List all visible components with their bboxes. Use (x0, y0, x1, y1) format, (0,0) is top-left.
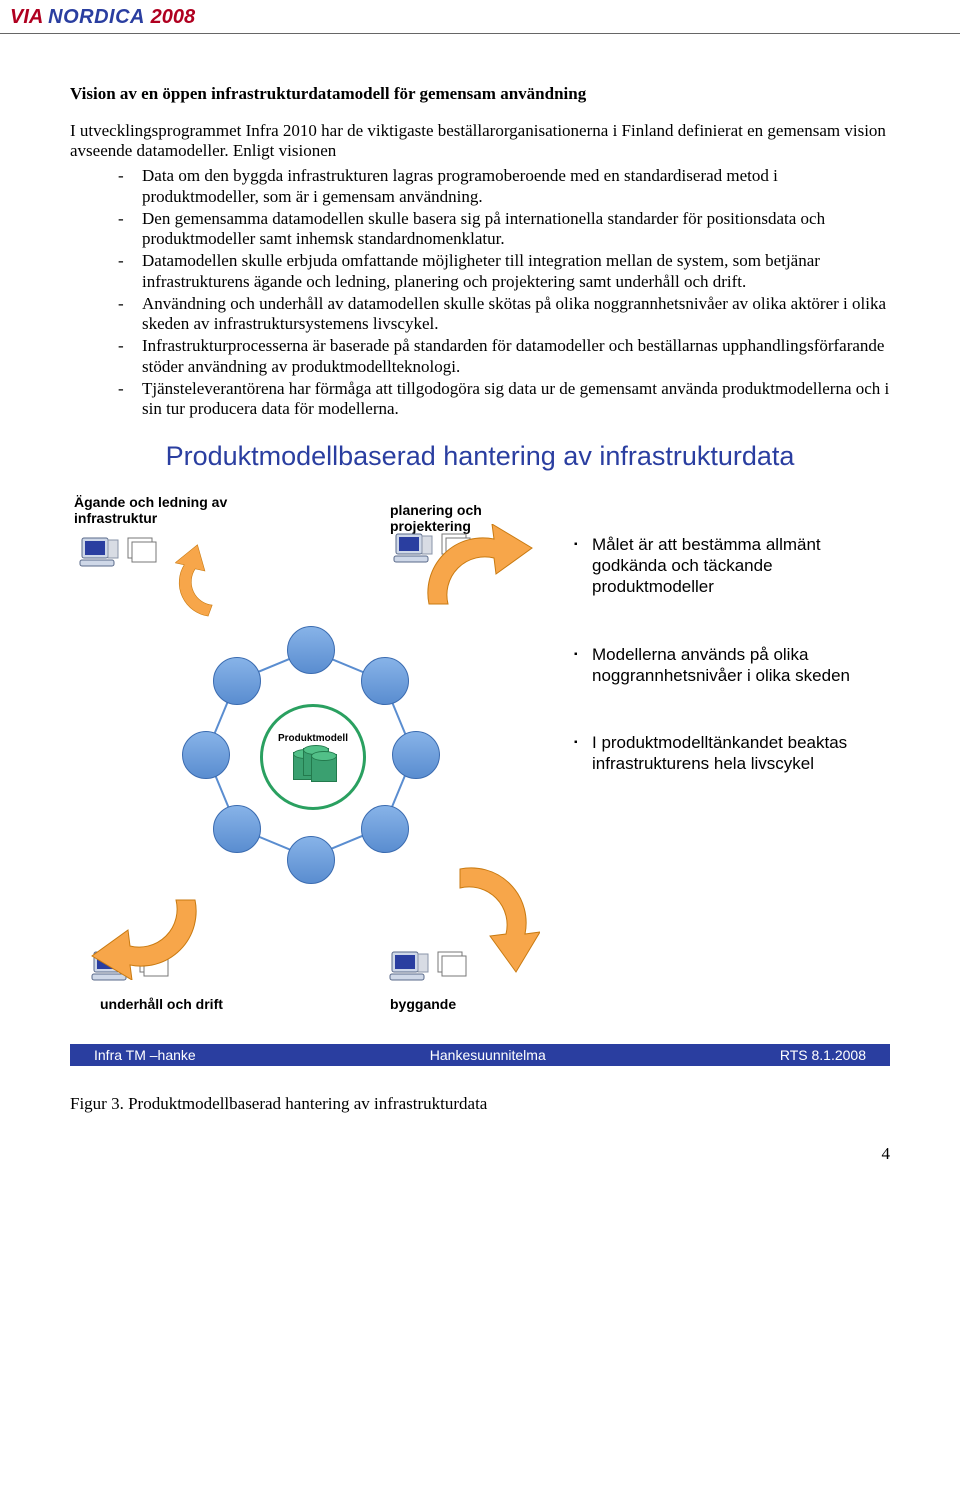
figure-caption: Figur 3. Produktmodellbaserad hantering … (0, 1066, 960, 1114)
footer-right: RTS 8.1.2008 (780, 1047, 866, 1063)
cycle-arrow-icon (159, 532, 262, 635)
computer-icon (78, 536, 120, 572)
center-core-label: Produktmodell (278, 733, 348, 744)
diagram-side-bullets: ▪Målet är att bestämma allmänt godkända … (570, 494, 890, 821)
vision-bullet: Den gemensamma datamodellen skulle baser… (118, 209, 890, 250)
vision-bullet: Tjänsteleverantörena har förmåga att til… (118, 379, 890, 420)
ring-node (287, 836, 335, 884)
corner-label-bl: underhåll och drift (100, 996, 260, 1012)
logo-via: VIA (10, 6, 43, 28)
side-bullet-text: Modellerna används på olika noggrannhets… (592, 644, 890, 687)
vision-bullet: Användning och underhåll av datamodellen… (118, 294, 890, 335)
vision-bullet: Datamodellen skulle erbjuda omfattande m… (118, 251, 890, 292)
ring-node (287, 626, 335, 674)
ring-node (213, 657, 261, 705)
ring-node (213, 805, 261, 853)
diagram-title: Produktmodellbaserad hantering av infras… (70, 440, 890, 474)
center-core: Produktmodell (260, 704, 366, 810)
intro-paragraph: I utvecklingsprogrammet Infra 2010 har d… (70, 121, 890, 162)
corner-label-br: byggande (390, 996, 510, 1012)
logo: VIA NORDICA 2008 (10, 6, 195, 28)
cycle-diagram: Ägande och ledning av infrastruktur plan… (70, 494, 570, 1014)
ring-node (361, 657, 409, 705)
slide-footer-bar: Infra TM –hanke Hankesuunnitelma RTS 8.1… (70, 1044, 890, 1066)
footer-center: Hankesuunnitelma (430, 1047, 546, 1063)
ring-node (361, 805, 409, 853)
corner-icons-tl (78, 536, 158, 572)
vision-bullet: Infrastrukturprocesserna är baserade på … (118, 336, 890, 377)
footer-left: Infra TM –hanke (94, 1047, 196, 1063)
cylinder-stack-icon (293, 746, 333, 780)
side-bullet: ▪Modellerna används på olika noggrannhet… (574, 644, 890, 687)
logo-nordica: NORDICA (48, 6, 145, 28)
document-icon (126, 536, 158, 564)
vision-bullet-list: Data om den byggda infrastrukturen lagra… (70, 166, 890, 420)
side-bullet: ▪Målet är att bestämma allmänt godkända … (574, 534, 890, 598)
side-bullet-text: I produktmodelltänkandet beaktas infrast… (592, 732, 890, 775)
diagram: Produktmodellbaserad hantering av infras… (70, 440, 890, 1066)
section-title: Vision av en öppen infrastrukturdatamode… (70, 84, 890, 105)
page-number: 4 (0, 1114, 960, 1174)
logo-year: 2008 (151, 6, 196, 28)
vision-bullet: Data om den byggda infrastrukturen lagra… (118, 166, 890, 207)
side-bullet: ▪I produktmodelltänkandet beaktas infras… (574, 732, 890, 775)
ring-node (182, 731, 230, 779)
header-bar: VIA NORDICA 2008 (0, 0, 960, 34)
side-bullet-text: Målet är att bestämma allmänt godkända o… (592, 534, 890, 598)
node-ring: Produktmodell (180, 624, 440, 884)
corner-label-tl: Ägande och ledning av infrastruktur (74, 494, 244, 526)
ring-node (392, 731, 440, 779)
